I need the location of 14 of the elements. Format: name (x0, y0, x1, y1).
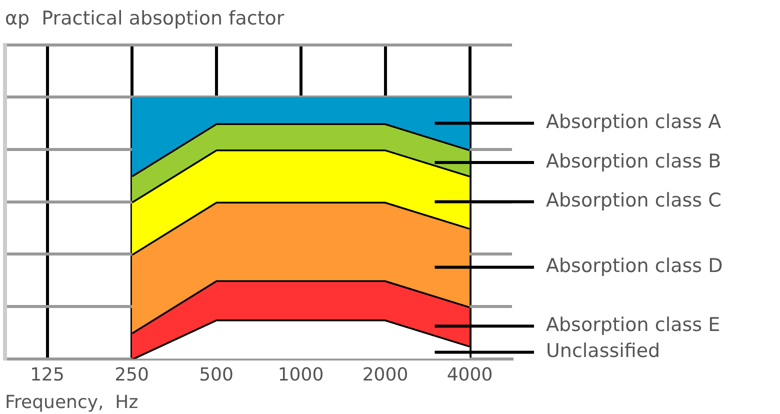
text: Unclassified (546, 340, 660, 362)
text: Absorption class E (546, 314, 720, 336)
x-tick-label: 250 (114, 364, 149, 386)
x-tick-label: 4000 (446, 364, 493, 386)
x-axis-title: Frequency, Hz (5, 392, 138, 413)
x-tick-label: 1000 (278, 364, 324, 386)
x-tick-label: 2000 (362, 364, 408, 386)
x-tick-label: 500 (199, 364, 234, 386)
text: Absorption class B (546, 150, 722, 172)
x-tick-label: 125 (30, 364, 64, 386)
text: Absorption class D (546, 255, 723, 278)
text: Absorption class A (546, 111, 722, 134)
chart-title: αp Practical absoption factor (5, 7, 284, 30)
text: Absorption class C (546, 190, 722, 212)
